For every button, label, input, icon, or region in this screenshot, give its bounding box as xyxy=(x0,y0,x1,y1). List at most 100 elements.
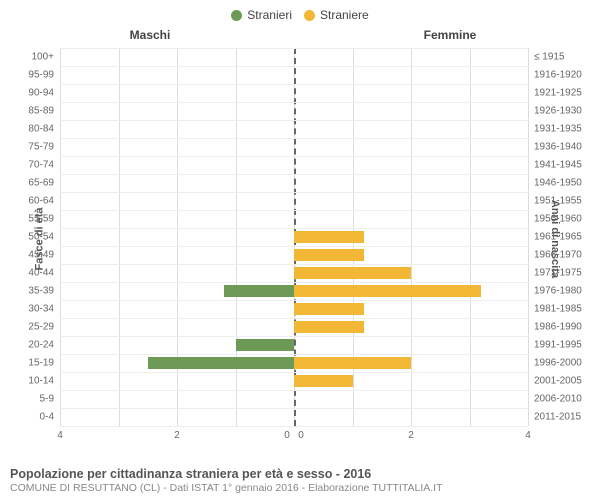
y-tick-age: 80-84 xyxy=(28,124,60,135)
y-tick-age: 50-54 xyxy=(28,232,60,243)
y-tick-birth: 1971-1975 xyxy=(528,268,582,279)
y-tick-birth: 1926-1930 xyxy=(528,106,582,117)
y-tick-birth: 1916-1920 xyxy=(528,70,582,81)
y-tick-age: 10-14 xyxy=(28,376,60,387)
y-tick-birth: 1951-1955 xyxy=(528,196,582,207)
plot-region: 420024100+≤ 191595-991916-192090-941921-… xyxy=(60,48,528,426)
bar-female xyxy=(294,303,364,315)
gridline-horizontal xyxy=(60,318,528,319)
age-row: 70-741941-1945 xyxy=(60,156,528,174)
y-tick-age: 45-49 xyxy=(28,250,60,261)
gridline-horizontal xyxy=(60,282,528,283)
age-row: 35-391976-1980 xyxy=(60,282,528,300)
age-row: 60-641951-1955 xyxy=(60,192,528,210)
age-row: 15-191996-2000 xyxy=(60,354,528,372)
age-row: 25-291986-1990 xyxy=(60,318,528,336)
y-tick-age: 95-99 xyxy=(28,70,60,81)
x-tick-label: 4 xyxy=(525,426,531,441)
gridline-horizontal xyxy=(60,138,528,139)
x-tick-label: 2 xyxy=(408,426,414,441)
y-tick-birth: 1976-1980 xyxy=(528,286,582,297)
gridline-horizontal xyxy=(60,192,528,193)
age-row: 55-591956-1960 xyxy=(60,210,528,228)
y-tick-birth: ≤ 1915 xyxy=(528,52,565,63)
gridline-horizontal xyxy=(60,66,528,67)
column-title-male: Maschi xyxy=(0,28,300,42)
y-tick-age: 20-24 xyxy=(28,340,60,351)
y-tick-birth: 1921-1925 xyxy=(528,88,582,99)
legend-item-male: Stranieri xyxy=(231,6,292,24)
age-row: 65-691946-1950 xyxy=(60,174,528,192)
x-tick-label: 2 xyxy=(174,426,180,441)
bar-female xyxy=(294,357,411,369)
age-row: 50-541961-1965 xyxy=(60,228,528,246)
y-tick-birth: 1986-1990 xyxy=(528,322,582,333)
age-row: 45-491966-1970 xyxy=(60,246,528,264)
y-tick-birth: 1991-1995 xyxy=(528,340,582,351)
y-tick-birth: 1956-1960 xyxy=(528,214,582,225)
y-tick-birth: 2006-2010 xyxy=(528,394,582,405)
y-tick-birth: 1981-1985 xyxy=(528,304,582,315)
gridline-horizontal xyxy=(60,426,528,427)
bar-male xyxy=(236,339,295,351)
age-row: 5-92006-2010 xyxy=(60,390,528,408)
bar-female xyxy=(294,267,411,279)
gridline-horizontal xyxy=(60,210,528,211)
bar-female xyxy=(294,375,353,387)
gridline-horizontal xyxy=(60,300,528,301)
bar-female xyxy=(294,249,364,261)
gridline-horizontal xyxy=(60,228,528,229)
gridline-horizontal xyxy=(60,156,528,157)
y-tick-age: 55-59 xyxy=(28,214,60,225)
age-row: 90-941921-1925 xyxy=(60,84,528,102)
y-tick-age: 65-69 xyxy=(28,178,60,189)
age-row: 0-42011-2015 xyxy=(60,408,528,426)
legend: Stranieri Straniere xyxy=(0,0,600,24)
x-tick-label: 4 xyxy=(57,426,63,441)
gridline-horizontal xyxy=(60,246,528,247)
y-tick-birth: 1936-1940 xyxy=(528,142,582,153)
column-title-female: Femmine xyxy=(300,28,600,42)
x-tick-label: 0 xyxy=(298,426,304,441)
y-tick-birth: 1966-1970 xyxy=(528,250,582,261)
legend-dot-male xyxy=(231,10,242,21)
gridline-horizontal xyxy=(60,336,528,337)
bar-female xyxy=(294,285,481,297)
y-tick-birth: 1996-2000 xyxy=(528,357,582,368)
y-tick-age: 70-74 xyxy=(28,160,60,171)
x-tick-label: 0 xyxy=(284,426,290,441)
legend-label-male: Stranieri xyxy=(247,8,292,22)
y-tick-age: 100+ xyxy=(31,52,60,63)
y-tick-age: 90-94 xyxy=(28,88,60,99)
gridline-horizontal xyxy=(60,390,528,391)
y-tick-age: 25-29 xyxy=(28,322,60,333)
bar-female xyxy=(294,321,364,333)
age-row: 10-142001-2005 xyxy=(60,372,528,390)
y-tick-age: 75-79 xyxy=(28,142,60,153)
gridline-horizontal xyxy=(60,84,528,85)
age-row: 95-991916-1920 xyxy=(60,66,528,84)
age-row: 40-441971-1975 xyxy=(60,264,528,282)
age-row: 80-841931-1935 xyxy=(60,120,528,138)
y-tick-age: 15-19 xyxy=(28,357,60,368)
y-tick-birth: 1946-1950 xyxy=(528,178,582,189)
chart-area: Maschi Femmine Fasce di età Anni di nasc… xyxy=(0,24,600,454)
figure-subtitle: COMUNE DI RESUTTANO (CL) - Dati ISTAT 1°… xyxy=(10,482,590,494)
bar-male xyxy=(224,285,294,297)
age-row: 30-341981-1985 xyxy=(60,300,528,318)
y-tick-birth: 2011-2015 xyxy=(528,412,581,423)
age-row: 100+≤ 1915 xyxy=(60,48,528,66)
legend-item-female: Straniere xyxy=(304,6,369,24)
y-tick-age: 30-34 xyxy=(28,304,60,315)
gridline-horizontal xyxy=(60,102,528,103)
y-tick-birth: 1941-1945 xyxy=(528,160,582,171)
y-tick-age: 85-89 xyxy=(28,106,60,117)
y-tick-birth: 2001-2005 xyxy=(528,376,582,387)
bar-male xyxy=(148,357,294,369)
y-tick-age: 60-64 xyxy=(28,196,60,207)
gridline-horizontal xyxy=(60,120,528,121)
y-tick-age: 40-44 xyxy=(28,268,60,279)
bar-female xyxy=(294,231,364,243)
y-tick-age: 5-9 xyxy=(40,394,60,405)
y-tick-age: 35-39 xyxy=(28,286,60,297)
